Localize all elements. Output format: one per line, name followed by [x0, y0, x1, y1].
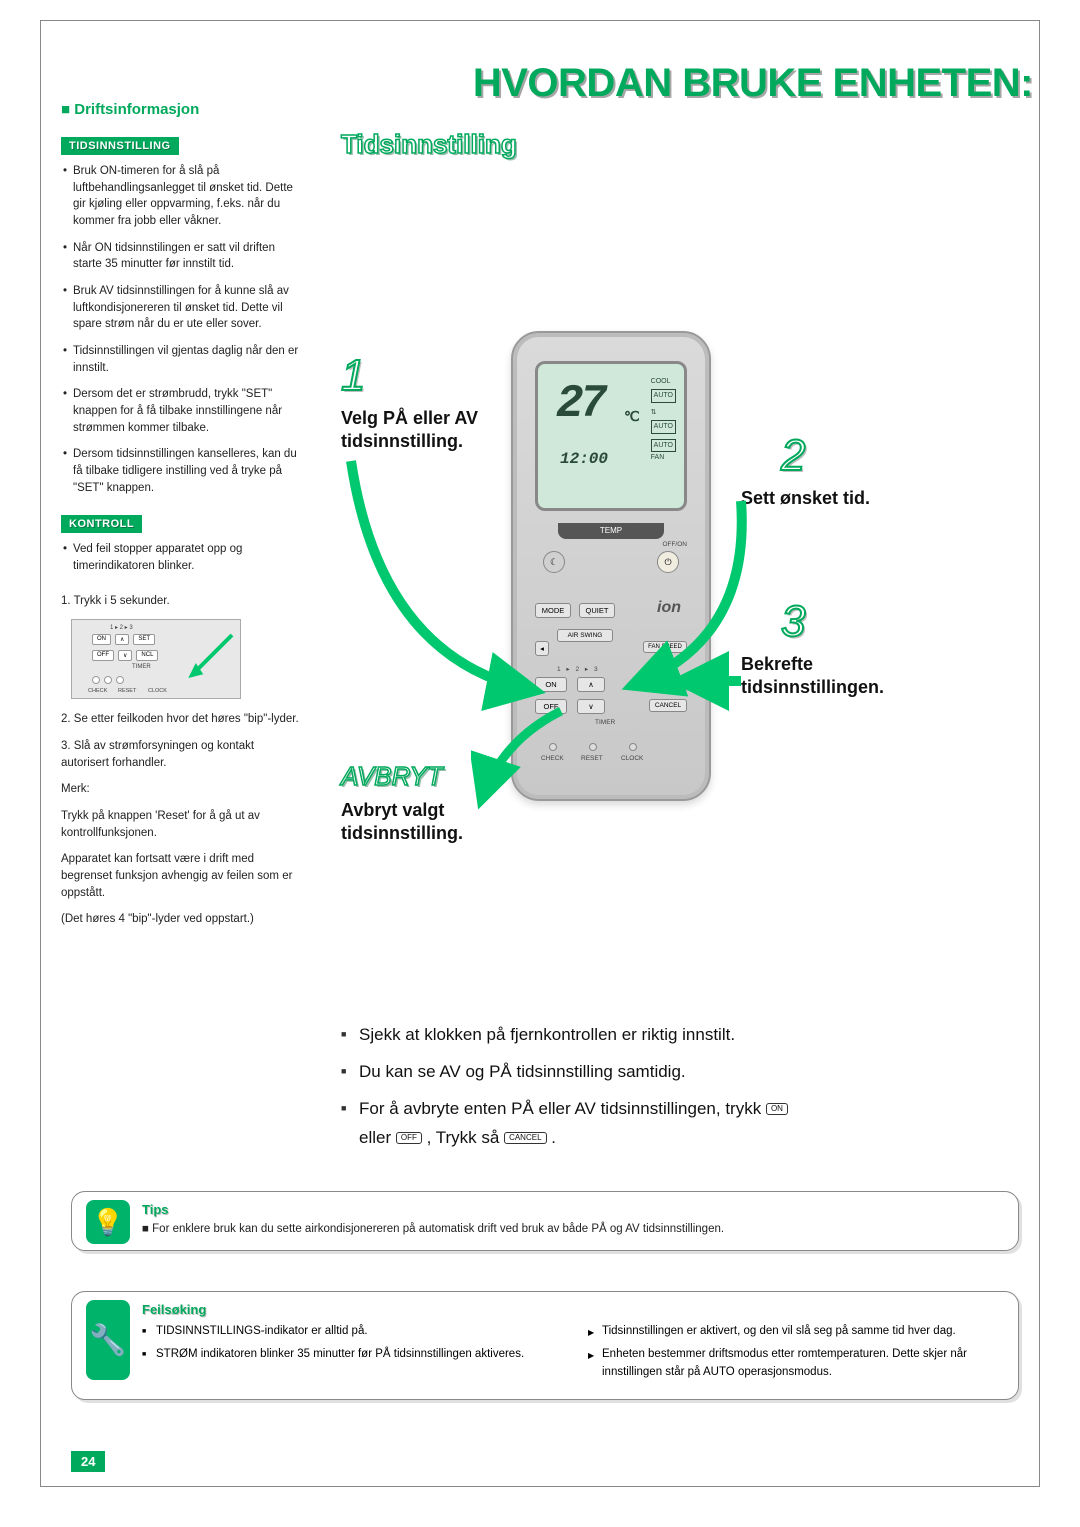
step1-number: 1: [341, 351, 365, 401]
note2: Apparatet kan fortsatt være i drift med …: [61, 851, 301, 901]
bulb-icon: 💡: [86, 1200, 130, 1244]
sidebar-title: ■ Driftsinformasjon: [61, 101, 301, 118]
tips-heading: Tips: [142, 1202, 1004, 1217]
remote-control: 27 ℃ 12:00 COOL AUTO ⇅ AUTO AUTO FAN TEM…: [511, 331, 711, 801]
sub-title: Tidsinnstilling: [341, 129, 517, 160]
kontroll-step2: 2. Se etter feilkoden hvor det høres "bi…: [61, 711, 301, 728]
reset-pin[interactable]: [589, 743, 597, 751]
page-number: 24: [71, 1451, 105, 1472]
bullet-1: Sjekk at klokken på fjernkontrollen er r…: [341, 1021, 1009, 1050]
airswing-button[interactable]: AIR SWING: [557, 629, 613, 642]
mini-clock-button: [116, 676, 124, 684]
timer-label: TIMER: [595, 719, 615, 726]
mini-set-button: SET: [133, 634, 155, 645]
main-title: HVORDAN BRUKE ENHETEN:: [473, 61, 1033, 106]
off-button[interactable]: OFF: [535, 699, 567, 714]
page-frame: ■ Driftsinformasjon TIDSINNSTILLING Bruk…: [40, 20, 1040, 1487]
power-button[interactable]: ⏻: [657, 551, 679, 573]
kontroll-step1: 1. Trykk i 5 sekunder.: [61, 593, 301, 610]
sidebar-item: Dersom tidsinnstillingen kanselleres, ka…: [61, 446, 301, 496]
on-button[interactable]: ON: [535, 677, 567, 692]
mini-nums: 1 ▸ 2 ▸ 3: [110, 624, 133, 631]
note1: Trykk på knappen 'Reset' for å gå ut av …: [61, 808, 301, 841]
troubleshoot-left: TIDSINNSTILLINGS-indikator er alltid på.…: [142, 1323, 558, 1387]
offon-label: OFF/ON: [662, 541, 687, 548]
mini-on-button: ON: [92, 634, 111, 645]
t-left-1: TIDSINNSTILLINGS-indikator er alltid på.: [142, 1323, 558, 1340]
cancel-label: AVBRYT: [341, 761, 443, 792]
mini-check-label: CHECK: [88, 688, 107, 694]
moon-button[interactable]: ☾: [543, 551, 565, 573]
lcd-mode-indicators: COOL AUTO ⇅ AUTO AUTO FAN: [651, 376, 676, 464]
temp-strip: TEMP: [558, 523, 664, 539]
sidebar-item: Tidsinnstillingen vil gjentas daglig når…: [61, 343, 301, 376]
tips-box: 💡 Tips ■ For enklere bruk kan du sette a…: [71, 1191, 1019, 1251]
left-arrow-button[interactable]: ◂: [535, 641, 549, 656]
kontroll-step3: 3. Slå av strømforsyningen og kontakt au…: [61, 738, 301, 771]
troubleshoot-box: 🔧 Feilsøking TIDSINNSTILLINGS-indikator …: [71, 1291, 1019, 1400]
step1-text: Velg PÅ eller AV tidsinnstilling.: [341, 407, 511, 452]
step3-number: 3: [781, 597, 805, 647]
mini-reset-label: RESET: [118, 688, 136, 694]
pill-on: ON: [766, 1103, 788, 1115]
tips-body: ■ For enklere bruk kan du sette airkondi…: [142, 1221, 1004, 1237]
mini-remote-diagram: 1 ▸ 2 ▸ 3 ON ∧ SET OFF ∨ NCL TIMER CHECK…: [71, 619, 241, 699]
bullet-2: Du kan se AV og PÅ tidsinnstilling samti…: [341, 1058, 1009, 1087]
note3: (Det høres 4 "bip"-lyder ved oppstart.): [61, 911, 301, 928]
pill-off: OFF: [396, 1132, 422, 1144]
main-bullets: Sjekk at klokken på fjernkontrollen er r…: [341, 1021, 1009, 1161]
lcd-unit: ℃: [624, 408, 640, 425]
up-button[interactable]: ∧: [577, 677, 605, 692]
sidebar-item: Ved feil stopper apparatet opp og timeri…: [61, 541, 301, 574]
sidebar-list-kontroll: Ved feil stopper apparatet opp og timeri…: [61, 541, 301, 574]
sidebar-heading-kontroll: KONTROLL: [61, 515, 142, 533]
clock-pin[interactable]: [629, 743, 637, 751]
mini-down-button: ∨: [118, 650, 132, 661]
mini-ncl-button: NCL: [136, 650, 158, 661]
sidebar-item: Dersom det er strømbrudd, trykk "SET" kn…: [61, 386, 301, 436]
step3-text: Bekrefte tidsinnstillingen.: [741, 653, 961, 698]
note-label: Merk:: [61, 781, 301, 798]
sidebar-list-timer: Bruk ON-timeren for å slå på luftbehandl…: [61, 163, 301, 496]
check-pin[interactable]: [549, 743, 557, 751]
sidebar-item: Bruk ON-timeren for å slå på luftbehandl…: [61, 163, 301, 230]
wrench-icon: 🔧: [86, 1300, 130, 1380]
troubleshoot-right: Tidsinnstillingen er aktivert, og den vi…: [588, 1323, 1004, 1387]
set-button[interactable]: SET: [655, 677, 687, 692]
bullet-3: For å avbryte enten PÅ eller AV tidsinns…: [341, 1095, 1009, 1153]
reset-label: RESET: [581, 755, 603, 762]
clock-label: CLOCK: [621, 755, 643, 762]
timer-nums: 1 ▸ 2 ▸ 3: [557, 665, 600, 673]
remote-lcd: 27 ℃ 12:00 COOL AUTO ⇅ AUTO AUTO FAN: [535, 361, 687, 511]
sidebar-heading-timer: TIDSINNSTILLING: [61, 137, 179, 155]
mode-button[interactable]: MODE: [535, 603, 571, 618]
sidebar-item: Bruk AV tidsinnstillingen for å kunne sl…: [61, 283, 301, 333]
down-button[interactable]: ∨: [577, 699, 605, 714]
check-label: CHECK: [541, 755, 564, 762]
sidebar: ■ Driftsinformasjon TIDSINNSTILLING Bruk…: [61, 101, 301, 938]
mini-up-button: ∧: [115, 634, 129, 645]
sidebar-item: Når ON tidsinnstilingen er satt vil drif…: [61, 240, 301, 273]
mini-clock-label: CLOCK: [148, 688, 167, 694]
lcd-clock: 12:00: [560, 450, 608, 468]
mini-timer-label: TIMER: [132, 664, 151, 670]
mini-arrow-icon: [182, 630, 242, 690]
cancel-text: Avbryt valgt tidsinnstilling.: [341, 799, 511, 844]
fanspeed-button[interactable]: FAN SPEED: [643, 641, 687, 653]
t-left-2: STRØM indikatoren blinker 35 minutter fø…: [142, 1346, 558, 1363]
mini-reset-button: [104, 676, 112, 684]
lcd-temperature: 27: [556, 378, 603, 430]
ion-logo: ion: [657, 599, 681, 617]
t-right-1: Tidsinnstillingen er aktivert, og den vi…: [588, 1323, 1004, 1340]
troubleshoot-heading: Feilsøking: [142, 1302, 1004, 1317]
cancel-button[interactable]: CANCEL: [649, 699, 687, 712]
t-right-2: Enheten bestemmer driftsmodus etter romt…: [588, 1346, 1004, 1381]
mini-off-button: OFF: [92, 650, 114, 661]
quiet-button[interactable]: QUIET: [579, 603, 615, 618]
troubleshoot-columns: TIDSINNSTILLINGS-indikator er alltid på.…: [142, 1323, 1004, 1387]
step2-text: Sett ønsket tid.: [741, 487, 901, 510]
pill-cancel: CANCEL: [504, 1132, 546, 1144]
mini-check-button: [92, 676, 100, 684]
step2-number: 2: [781, 431, 805, 481]
